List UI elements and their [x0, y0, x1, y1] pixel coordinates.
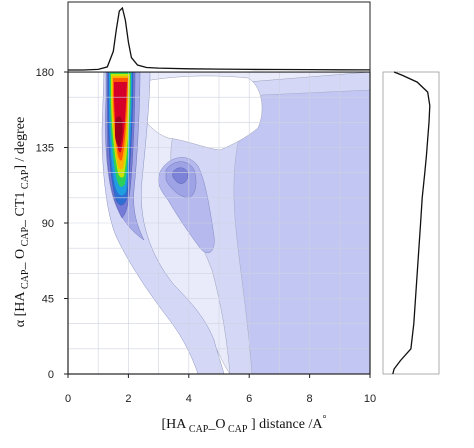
y-tick-label: 180 — [36, 67, 54, 79]
x-label-degree: ° — [322, 414, 326, 425]
main-peak-core — [115, 116, 123, 147]
y-label-part-1: α [HA — [13, 291, 28, 328]
x-tick-label: 0 — [65, 393, 71, 405]
marginal-x-curve — [68, 6, 371, 71]
y-tick-label: 0 — [48, 369, 54, 381]
x-tick-label: 2 — [125, 393, 131, 405]
y-label-sub-2: CAP — [20, 227, 31, 249]
y-label-sub-1: CAP — [20, 269, 31, 291]
x-tick-label: 6 — [246, 393, 252, 405]
x-tick-label: 8 — [307, 393, 313, 405]
contour-white-pocket — [137, 75, 263, 151]
x-label-part-2: _O — [207, 417, 225, 432]
y-axis-label: α [HA CAP_ O CAP_ CT1 CAP] / degree — [13, 117, 31, 327]
contour-band-3 — [233, 89, 370, 374]
y-tick-label: 90 — [42, 218, 54, 230]
x-tick-label: 4 — [186, 393, 192, 405]
x-tick-label: 10 — [364, 393, 376, 405]
y-label-part-4: ] / degree — [13, 117, 28, 170]
x-label-sub-1: CAP — [186, 424, 208, 435]
contour-ridge-3 — [172, 167, 189, 184]
x-axis-label: [HA CAP_O CAP ] distance /A° — [162, 414, 327, 435]
y-label-part-2: _ O — [13, 249, 28, 271]
x-label-part-1: [HA — [162, 417, 188, 432]
marginal-y-curve — [392, 71, 431, 375]
y-tick-label: 135 — [36, 143, 54, 155]
y-tick-label: 45 — [42, 294, 54, 306]
x-label-part-3: ] distance /A — [247, 417, 323, 432]
x-label-sub-2: CAP — [225, 424, 247, 435]
grid — [68, 72, 370, 374]
y-label-sub-3: CAP — [20, 169, 31, 191]
x-axis-ticks: 0 2 4 6 8 10 — [65, 374, 376, 405]
marginal-x-frame — [67, 1, 371, 73]
marginal-y-frame — [382, 71, 440, 375]
y-label-part-3: _ CT1 — [13, 192, 28, 228]
y-axis-ticks: 0 45 90 135 180 — [36, 67, 68, 381]
